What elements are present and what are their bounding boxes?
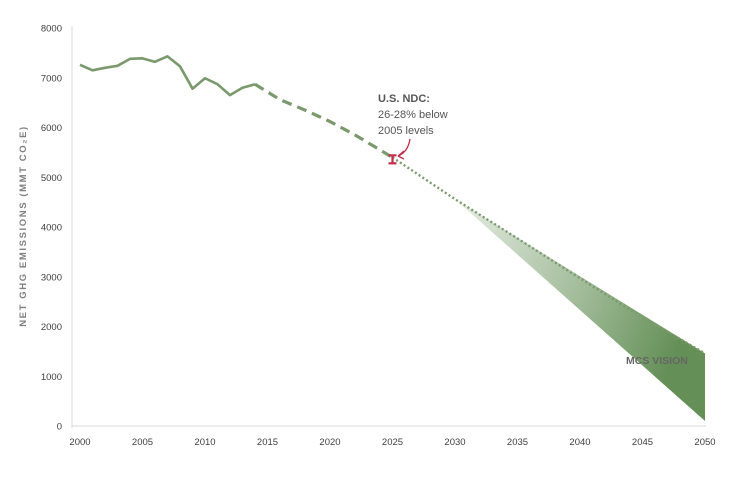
y-tick-label: 1000 <box>41 372 62 383</box>
y-tick-labels: 0 1000 2000 3000 4000 5000 6000 7000 8000 <box>41 24 62 433</box>
mcs-vision-label: MCS VISION <box>626 355 688 367</box>
axes <box>71 26 706 428</box>
y-tick-label: 0 <box>57 422 62 433</box>
ndc-annotation-arrowhead <box>397 150 405 160</box>
x-tick-label: 2000 <box>69 437 90 448</box>
y-tick-label: 3000 <box>41 272 62 283</box>
emissions-line-dashed <box>254 82 394 159</box>
x-tick-labels: 2000 2005 2010 2015 2020 2025 2030 2035 2040 2045… <box>69 437 715 448</box>
x-tick-label: 2005 <box>132 437 153 448</box>
mcs-vision-band <box>455 199 705 422</box>
y-tick-label: 8000 <box>41 24 62 35</box>
ndc-marker-layer <box>388 154 397 165</box>
y-tick-label: 4000 <box>41 223 62 234</box>
x-tick-label: 2030 <box>444 437 465 448</box>
ndc-annotation-line-3: 2005 levels <box>378 125 434 137</box>
y-axis-label: NET GHG EMISSIONS (MMT CO₂E) <box>18 125 29 327</box>
x-tick-label: 2020 <box>319 437 340 448</box>
y-tick-label: 2000 <box>41 322 62 333</box>
ndc-annotation-line-2: 26-28% below <box>378 109 448 121</box>
mcs-vision-band-layer <box>455 199 705 422</box>
x-tick-label: 2010 <box>194 437 215 448</box>
emissions-line-solid <box>79 55 256 97</box>
y-tick-label: 6000 <box>41 123 62 134</box>
ndc-annotation-arrow <box>397 138 411 157</box>
series-layer <box>79 55 706 355</box>
x-tick-label: 2050 <box>694 437 715 448</box>
ndc-annotation: U.S. NDC: 26-28% below 2005 levels <box>378 93 448 160</box>
y-tick-label: 7000 <box>41 73 62 84</box>
y-tick-label: 5000 <box>41 173 62 184</box>
x-tick-label: 2045 <box>632 437 653 448</box>
emissions-line-dotted <box>391 156 706 355</box>
x-tick-label: 2015 <box>257 437 278 448</box>
x-tick-label: 2040 <box>569 437 590 448</box>
x-tick-label: 2035 <box>507 437 528 448</box>
x-tick-label: 2025 <box>382 437 403 448</box>
ndc-annotation-line-1: U.S. NDC: <box>378 93 430 105</box>
